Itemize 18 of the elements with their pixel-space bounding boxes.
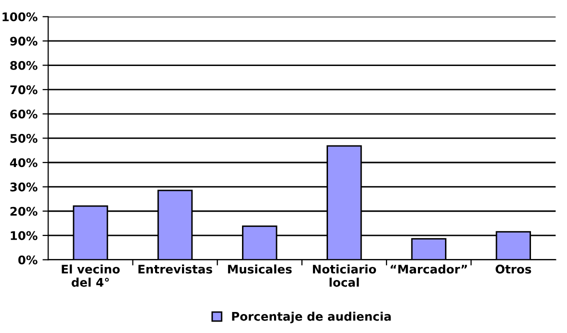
y-tick-label: 80% [10, 60, 38, 70]
y-tick-label: 70% [10, 85, 38, 94]
y-tick-label: 100% [2, 12, 38, 22]
x-tick-label: Entrevistas [138, 264, 212, 274]
x-tick-label: El vecino del 4° [62, 264, 120, 287]
x-tick-label: Musicales [228, 264, 292, 274]
x-tick-label: Otros [496, 264, 532, 274]
y-tick-label: 50% [10, 134, 38, 143]
y-tick-label: 40% [10, 158, 38, 168]
y-tick-label: 20% [10, 206, 38, 216]
x-tick-label: Noticiario local [312, 264, 376, 287]
x-tick-label: “Marcador” [390, 264, 467, 274]
y-tick-label: 10% [10, 231, 38, 240]
y-tick-label: 30% [10, 182, 38, 192]
y-tick-label: 0% [18, 255, 38, 264]
legend-label: Porcentaje de audiencia [232, 312, 391, 324]
y-tick-label: 60% [10, 110, 38, 119]
y-tick-label: 90% [10, 36, 38, 46]
